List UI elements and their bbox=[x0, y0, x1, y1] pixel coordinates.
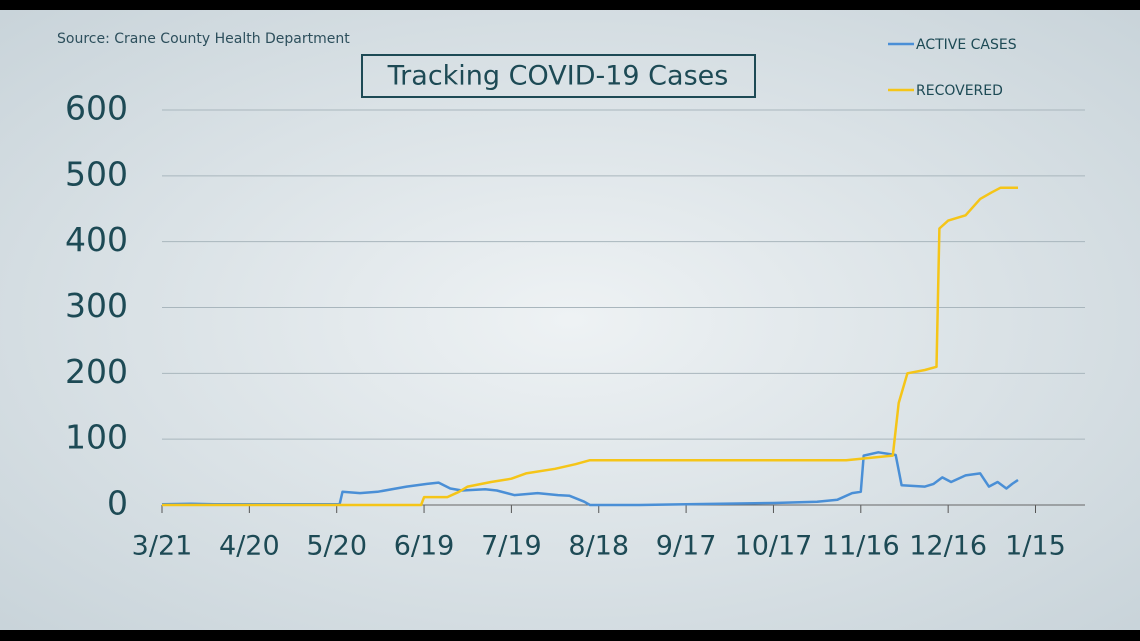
y-tick-label: 500 bbox=[65, 154, 128, 193]
series-line bbox=[161, 451, 1019, 507]
title-box bbox=[361, 54, 756, 98]
y-tick-label: 100 bbox=[65, 418, 128, 457]
y-tick-label: 300 bbox=[65, 286, 128, 325]
x-tick-label: 4/20 bbox=[219, 531, 280, 562]
x-tick-label: 10/17 bbox=[735, 531, 813, 562]
x-tick-label: 8/18 bbox=[568, 531, 629, 562]
chart-title: Tracking COVID-19 Cases bbox=[387, 61, 729, 92]
series-line bbox=[162, 186, 1018, 507]
background bbox=[0, 10, 1140, 630]
x-tick-label: 3/21 bbox=[132, 531, 193, 562]
x-tick-label: 9/17 bbox=[656, 531, 717, 562]
y-tick-label: 200 bbox=[65, 352, 128, 391]
y-tick-label: 600 bbox=[65, 89, 128, 128]
y-tick-label: 400 bbox=[65, 220, 128, 259]
x-tick-label: 12/16 bbox=[909, 531, 987, 562]
x-tick-label: 11/16 bbox=[822, 531, 900, 562]
x-tick-label: 1/15 bbox=[1005, 531, 1066, 562]
x-tick-label: 6/19 bbox=[394, 531, 455, 562]
legend-label: ACTIVE CASES bbox=[916, 37, 1017, 53]
legend-label: RECOVERED bbox=[916, 83, 1003, 99]
x-tick-label: 5/20 bbox=[306, 531, 367, 562]
y-tick-label: 0 bbox=[107, 484, 128, 523]
source: Source: Crane County Health Department bbox=[57, 31, 350, 47]
x-tick-label: 7/19 bbox=[481, 531, 542, 562]
